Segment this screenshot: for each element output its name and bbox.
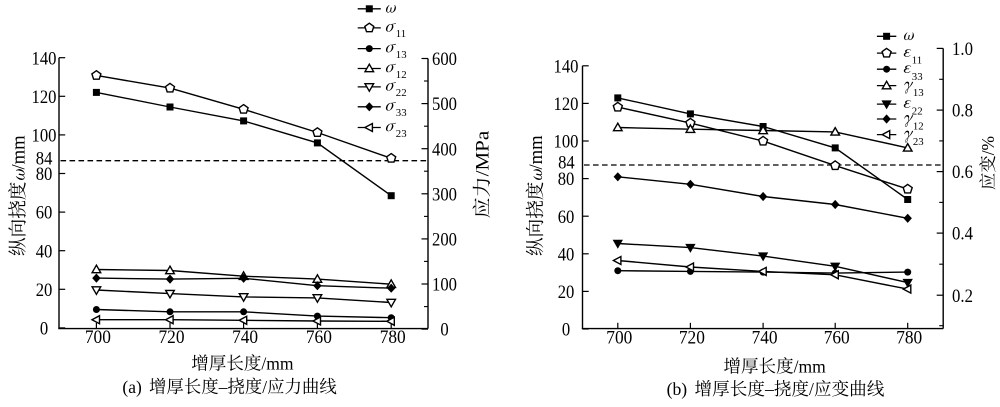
svg-text:100: 100 — [554, 132, 579, 153]
svg-text:/MPa: /MPa — [473, 130, 494, 176]
svg-text:23: 23 — [396, 128, 407, 140]
svg-text:13: 13 — [396, 49, 407, 61]
svg-text:300: 300 — [432, 184, 457, 205]
svg-text:0.6: 0.6 — [952, 162, 973, 183]
svg-text:200: 200 — [432, 230, 457, 251]
svg-text:/: / — [809, 379, 814, 399]
svg-text:720: 720 — [679, 328, 705, 349]
svg-text:720: 720 — [159, 327, 185, 348]
svg-text:760: 760 — [824, 328, 850, 349]
svg-text:12: 12 — [913, 121, 924, 133]
svg-text:/mm: /mm — [526, 135, 547, 169]
svg-text:(b): (b) — [667, 379, 688, 400]
svg-text:(a): (a) — [122, 377, 141, 398]
svg-text:0: 0 — [562, 320, 570, 341]
svg-text:80: 80 — [558, 169, 575, 190]
svg-text:80: 80 — [36, 164, 53, 185]
svg-text:760: 760 — [306, 327, 332, 348]
svg-text:13: 13 — [913, 87, 924, 99]
svg-text:33: 33 — [912, 71, 923, 83]
svg-text:22: 22 — [912, 106, 923, 118]
svg-text:700: 700 — [85, 327, 111, 348]
svg-text:11: 11 — [912, 55, 922, 67]
svg-text:/mm: /mm — [794, 356, 826, 376]
svg-text:0: 0 — [440, 320, 448, 341]
svg-text:0: 0 — [40, 319, 48, 340]
svg-text:/mm: /mm — [8, 135, 29, 169]
svg-text:1.0: 1.0 — [952, 39, 973, 60]
svg-text:780: 780 — [380, 327, 406, 348]
svg-text:600: 600 — [432, 49, 457, 70]
svg-text:33: 33 — [396, 107, 407, 119]
svg-text:0.8: 0.8 — [952, 101, 973, 122]
svg-text:140: 140 — [32, 48, 57, 69]
svg-text:–: – — [218, 377, 229, 397]
svg-text:740: 740 — [232, 327, 258, 348]
svg-text:40: 40 — [558, 244, 575, 265]
svg-text:–: – — [764, 379, 775, 399]
svg-text:400: 400 — [432, 139, 457, 160]
svg-text:60: 60 — [558, 207, 575, 228]
svg-text:12: 12 — [396, 69, 407, 81]
svg-text:20: 20 — [558, 282, 575, 303]
svg-text:700: 700 — [606, 328, 632, 349]
svg-text:11: 11 — [396, 28, 406, 40]
svg-text:0.2: 0.2 — [952, 286, 973, 307]
svg-text:84: 84 — [36, 148, 53, 169]
svg-text:20: 20 — [36, 280, 53, 301]
svg-text:100: 100 — [32, 126, 57, 147]
svg-text:/: / — [262, 377, 267, 397]
svg-text:0.4: 0.4 — [952, 224, 973, 245]
svg-text:23: 23 — [913, 136, 924, 148]
svg-text:780: 780 — [896, 328, 922, 349]
svg-text:120: 120 — [32, 87, 57, 108]
svg-text:740: 740 — [752, 328, 778, 349]
svg-text:/mm: /mm — [261, 354, 293, 374]
svg-text:100: 100 — [432, 275, 457, 296]
svg-text:22: 22 — [396, 87, 407, 99]
svg-text:84: 84 — [558, 153, 575, 174]
svg-text:500: 500 — [432, 94, 457, 115]
svg-text:140: 140 — [554, 56, 579, 77]
svg-text:40: 40 — [36, 241, 53, 262]
svg-text:60: 60 — [36, 203, 53, 224]
svg-text:120: 120 — [554, 94, 579, 115]
svg-text:/%: /% — [978, 136, 998, 155]
